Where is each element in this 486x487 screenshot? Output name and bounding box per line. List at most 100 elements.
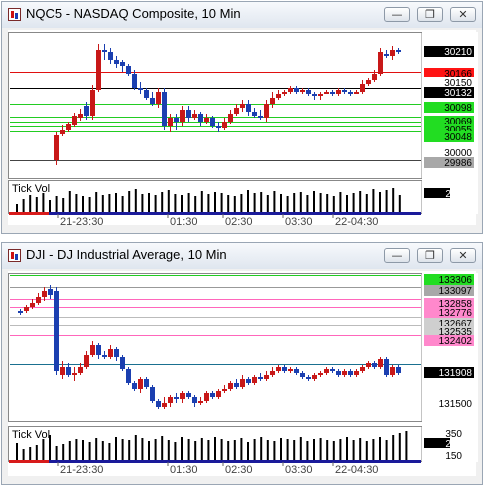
minimize-icon: — (391, 8, 403, 21)
price-label-bg (424, 102, 474, 113)
volume-bar (49, 435, 51, 461)
candle-body (60, 367, 65, 375)
candle-body (168, 397, 173, 403)
candle-body (222, 389, 227, 391)
price-label-bg (424, 335, 474, 346)
volume-bar (319, 438, 322, 461)
price-label-bg (424, 274, 474, 285)
volume-bar (273, 441, 276, 461)
minimize-button[interactable]: — (384, 248, 410, 263)
candle-body (84, 106, 89, 116)
nasdaq-chart-window[interactable]: NQC5 - NASDAQ Composite, 10 Min — ❐ ✕ Ti… (1, 1, 483, 234)
chart-area[interactable]: Tick Vol 30210 30166 30150 30132 30098 30069 30… (8, 30, 478, 226)
volume-bar (332, 441, 335, 461)
restore-button[interactable]: ❐ (417, 248, 443, 263)
volume-bar (128, 440, 131, 461)
candle-body (348, 371, 353, 375)
volume-bar (108, 443, 111, 461)
volume-bar (326, 194, 329, 213)
price-label: 132776 (439, 308, 473, 319)
volume-bar (101, 195, 104, 213)
candle-body (144, 90, 149, 98)
candle-body (384, 359, 389, 375)
minimize-button[interactable]: — (384, 7, 410, 22)
chart-area[interactable]: Tick Vol 133306 133097 132858 132776 132667 13… (8, 271, 478, 477)
candle-body (72, 116, 77, 125)
candle-body (252, 377, 257, 383)
volume-bar (346, 195, 348, 213)
candle-body (216, 126, 221, 128)
volume-bar (42, 193, 45, 213)
price-label: 132535 (439, 327, 473, 338)
candle-body (276, 367, 281, 371)
volume-bar (214, 192, 216, 213)
volume-bar (339, 192, 342, 213)
chart-canvas[interactable]: Tick Vol30210301663015030132300983006930… (8, 30, 478, 226)
time-label: 02:30 (225, 464, 253, 476)
volume-bar (128, 191, 131, 213)
volume-bar (233, 440, 236, 461)
candle-body (150, 98, 155, 104)
title-bar[interactable]: NQC5 - NASDAQ Composite, 10 Min — ❐ ✕ (2, 2, 482, 28)
close-button[interactable]: ✕ (450, 248, 476, 263)
price-label: 133306 (439, 275, 473, 286)
volume-bar (260, 192, 263, 213)
candle-body (378, 52, 383, 74)
candle-body (150, 387, 155, 401)
volume-bar (313, 191, 315, 213)
volume-bar (385, 190, 388, 213)
close-button[interactable]: ✕ (450, 7, 476, 22)
volume-bar (240, 438, 243, 461)
candle-body (318, 94, 323, 96)
volume-bar (187, 193, 190, 213)
candle-body (300, 90, 305, 92)
restore-button[interactable]: ❐ (417, 7, 443, 22)
candle-body (198, 401, 203, 403)
volume-bar (55, 196, 58, 213)
candle-body (138, 88, 143, 90)
candle-body (186, 393, 191, 397)
price-label-bg (424, 318, 474, 329)
candle-body (156, 401, 161, 407)
volume-bar (154, 195, 157, 213)
candle-body (324, 369, 329, 373)
candle-body (372, 74, 377, 80)
volume-bar (385, 440, 388, 461)
candle-body (342, 90, 347, 92)
volume-bar (167, 440, 170, 461)
volume-bar (207, 194, 210, 213)
candle-body (102, 50, 107, 52)
candle-body (174, 397, 179, 399)
candle-body (360, 84, 365, 92)
candle-body (396, 50, 401, 52)
time-label: 21-23:30 (60, 464, 103, 476)
minimize-icon: — (391, 249, 403, 262)
candle-body (60, 130, 65, 134)
volume-bar (148, 193, 150, 213)
volume-bar (379, 437, 381, 461)
volume-title: Tick Vol (12, 183, 50, 195)
volume-bar (16, 204, 18, 213)
title-bar[interactable]: DJI - DJ Industrial Average, 10 Min — ❐ … (2, 243, 482, 269)
volume-bar (280, 194, 282, 213)
volume-bar (62, 444, 65, 461)
candle-body (204, 393, 209, 401)
volume-bar (299, 437, 302, 461)
candle-body (312, 375, 317, 379)
candle-body (96, 50, 101, 90)
candle-body (36, 297, 41, 303)
chart-canvas[interactable]: Tick Vol13330613309713285813277613266713… (8, 271, 478, 477)
volume-bar (247, 442, 249, 461)
volume-bar (35, 197, 38, 213)
volume-bar (16, 443, 18, 461)
price-label: 132667 (439, 319, 473, 330)
candle-body (342, 371, 347, 375)
price-label: 29986 (444, 158, 472, 169)
dow-chart-window[interactable]: DJI - DJ Industrial Average, 10 Min — ❐ … (1, 242, 483, 485)
candle-body (84, 355, 89, 367)
close-icon: ✕ (458, 249, 468, 262)
price-label-bg (424, 147, 474, 158)
time-label: 01:30 (170, 216, 198, 226)
volume-bar (82, 440, 84, 461)
volume-bar (332, 196, 335, 213)
